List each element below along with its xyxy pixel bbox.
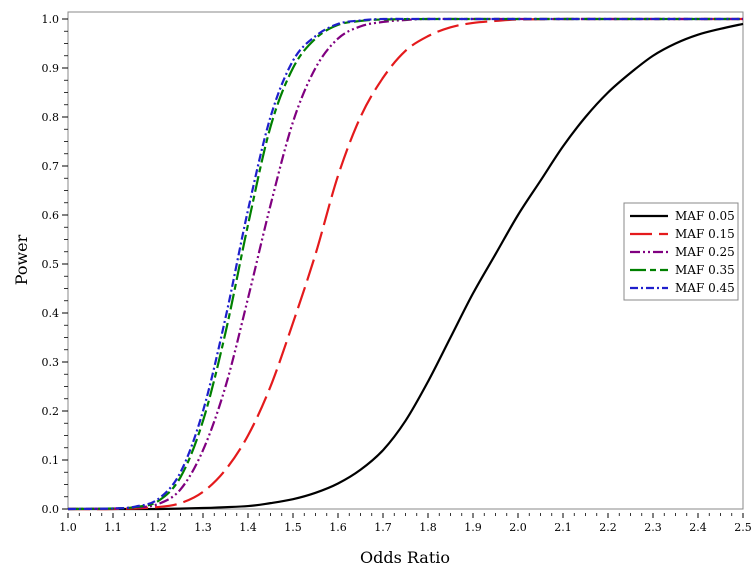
y-axis-title: Power <box>12 234 31 285</box>
series-line-maf-4 <box>67 17 743 511</box>
x-tick-label: 1.7 <box>374 521 392 534</box>
plot-frame <box>67 11 744 510</box>
x-tick-label: 2.2 <box>599 521 617 534</box>
series-line-maf-0 <box>67 22 744 511</box>
x-tick-label: 1.4 <box>239 521 257 534</box>
y-axis-ticks: 0.0 0.1 0.2 0.3 0.4 0.5 0.6 0.7 0.8 0.9 1.0 <box>42 13 68 516</box>
series-layer <box>67 17 744 511</box>
y-tick-label: 0.1 <box>42 454 60 467</box>
legend-label: MAF 0.25 <box>675 245 735 259</box>
legend-label: MAF 0.45 <box>675 281 735 295</box>
y-tick-label: 0.5 <box>42 258 60 271</box>
x-tick-label: 1.2 <box>149 521 167 534</box>
legend-label: MAF 0.05 <box>675 209 735 223</box>
legend: MAF 0.05 MAF 0.15 MAF 0.25 MAF 0.35 MAF 0.45 <box>623 202 739 301</box>
y-tick-label: 0.4 <box>42 307 60 320</box>
y-tick-label: 0.9 <box>42 62 60 75</box>
x-tick-label: 1.9 <box>464 521 482 534</box>
x-tick-label: 1.0 <box>59 521 77 534</box>
x-tick-label: 2.1 <box>554 521 572 534</box>
x-axis-ticks: 1.0 1.1 1.2 1.3 1.4 1.5 1.6 1.7 1.8 1.9 2.0 2.1 2.2 2… <box>59 513 752 534</box>
x-tick-label: 1.1 <box>104 521 122 534</box>
y-tick-label: 1.0 <box>42 13 60 26</box>
y-tick-label: 0.8 <box>42 111 60 124</box>
x-tick-label: 2.4 <box>689 521 707 534</box>
legend-label: MAF 0.35 <box>675 263 735 277</box>
y-tick-label: 0.6 <box>42 209 60 222</box>
x-axis-title: Odds Ratio <box>360 548 450 567</box>
y-tick-label: 0.0 <box>42 503 60 516</box>
x-tick-label: 1.3 <box>194 521 212 534</box>
x-tick-label: 1.8 <box>419 521 437 534</box>
x-tick-label: 2.0 <box>509 521 527 534</box>
y-tick-label: 0.3 <box>42 356 60 369</box>
x-tick-label: 2.3 <box>644 521 662 534</box>
y-tick-label: 0.7 <box>42 160 60 173</box>
x-tick-label: 1.5 <box>284 521 302 534</box>
y-tick-label: 0.2 <box>42 405 60 418</box>
legend-label: MAF 0.15 <box>675 227 735 241</box>
x-tick-label: 2.5 <box>734 521 752 534</box>
x-tick-label: 1.6 <box>329 521 347 534</box>
